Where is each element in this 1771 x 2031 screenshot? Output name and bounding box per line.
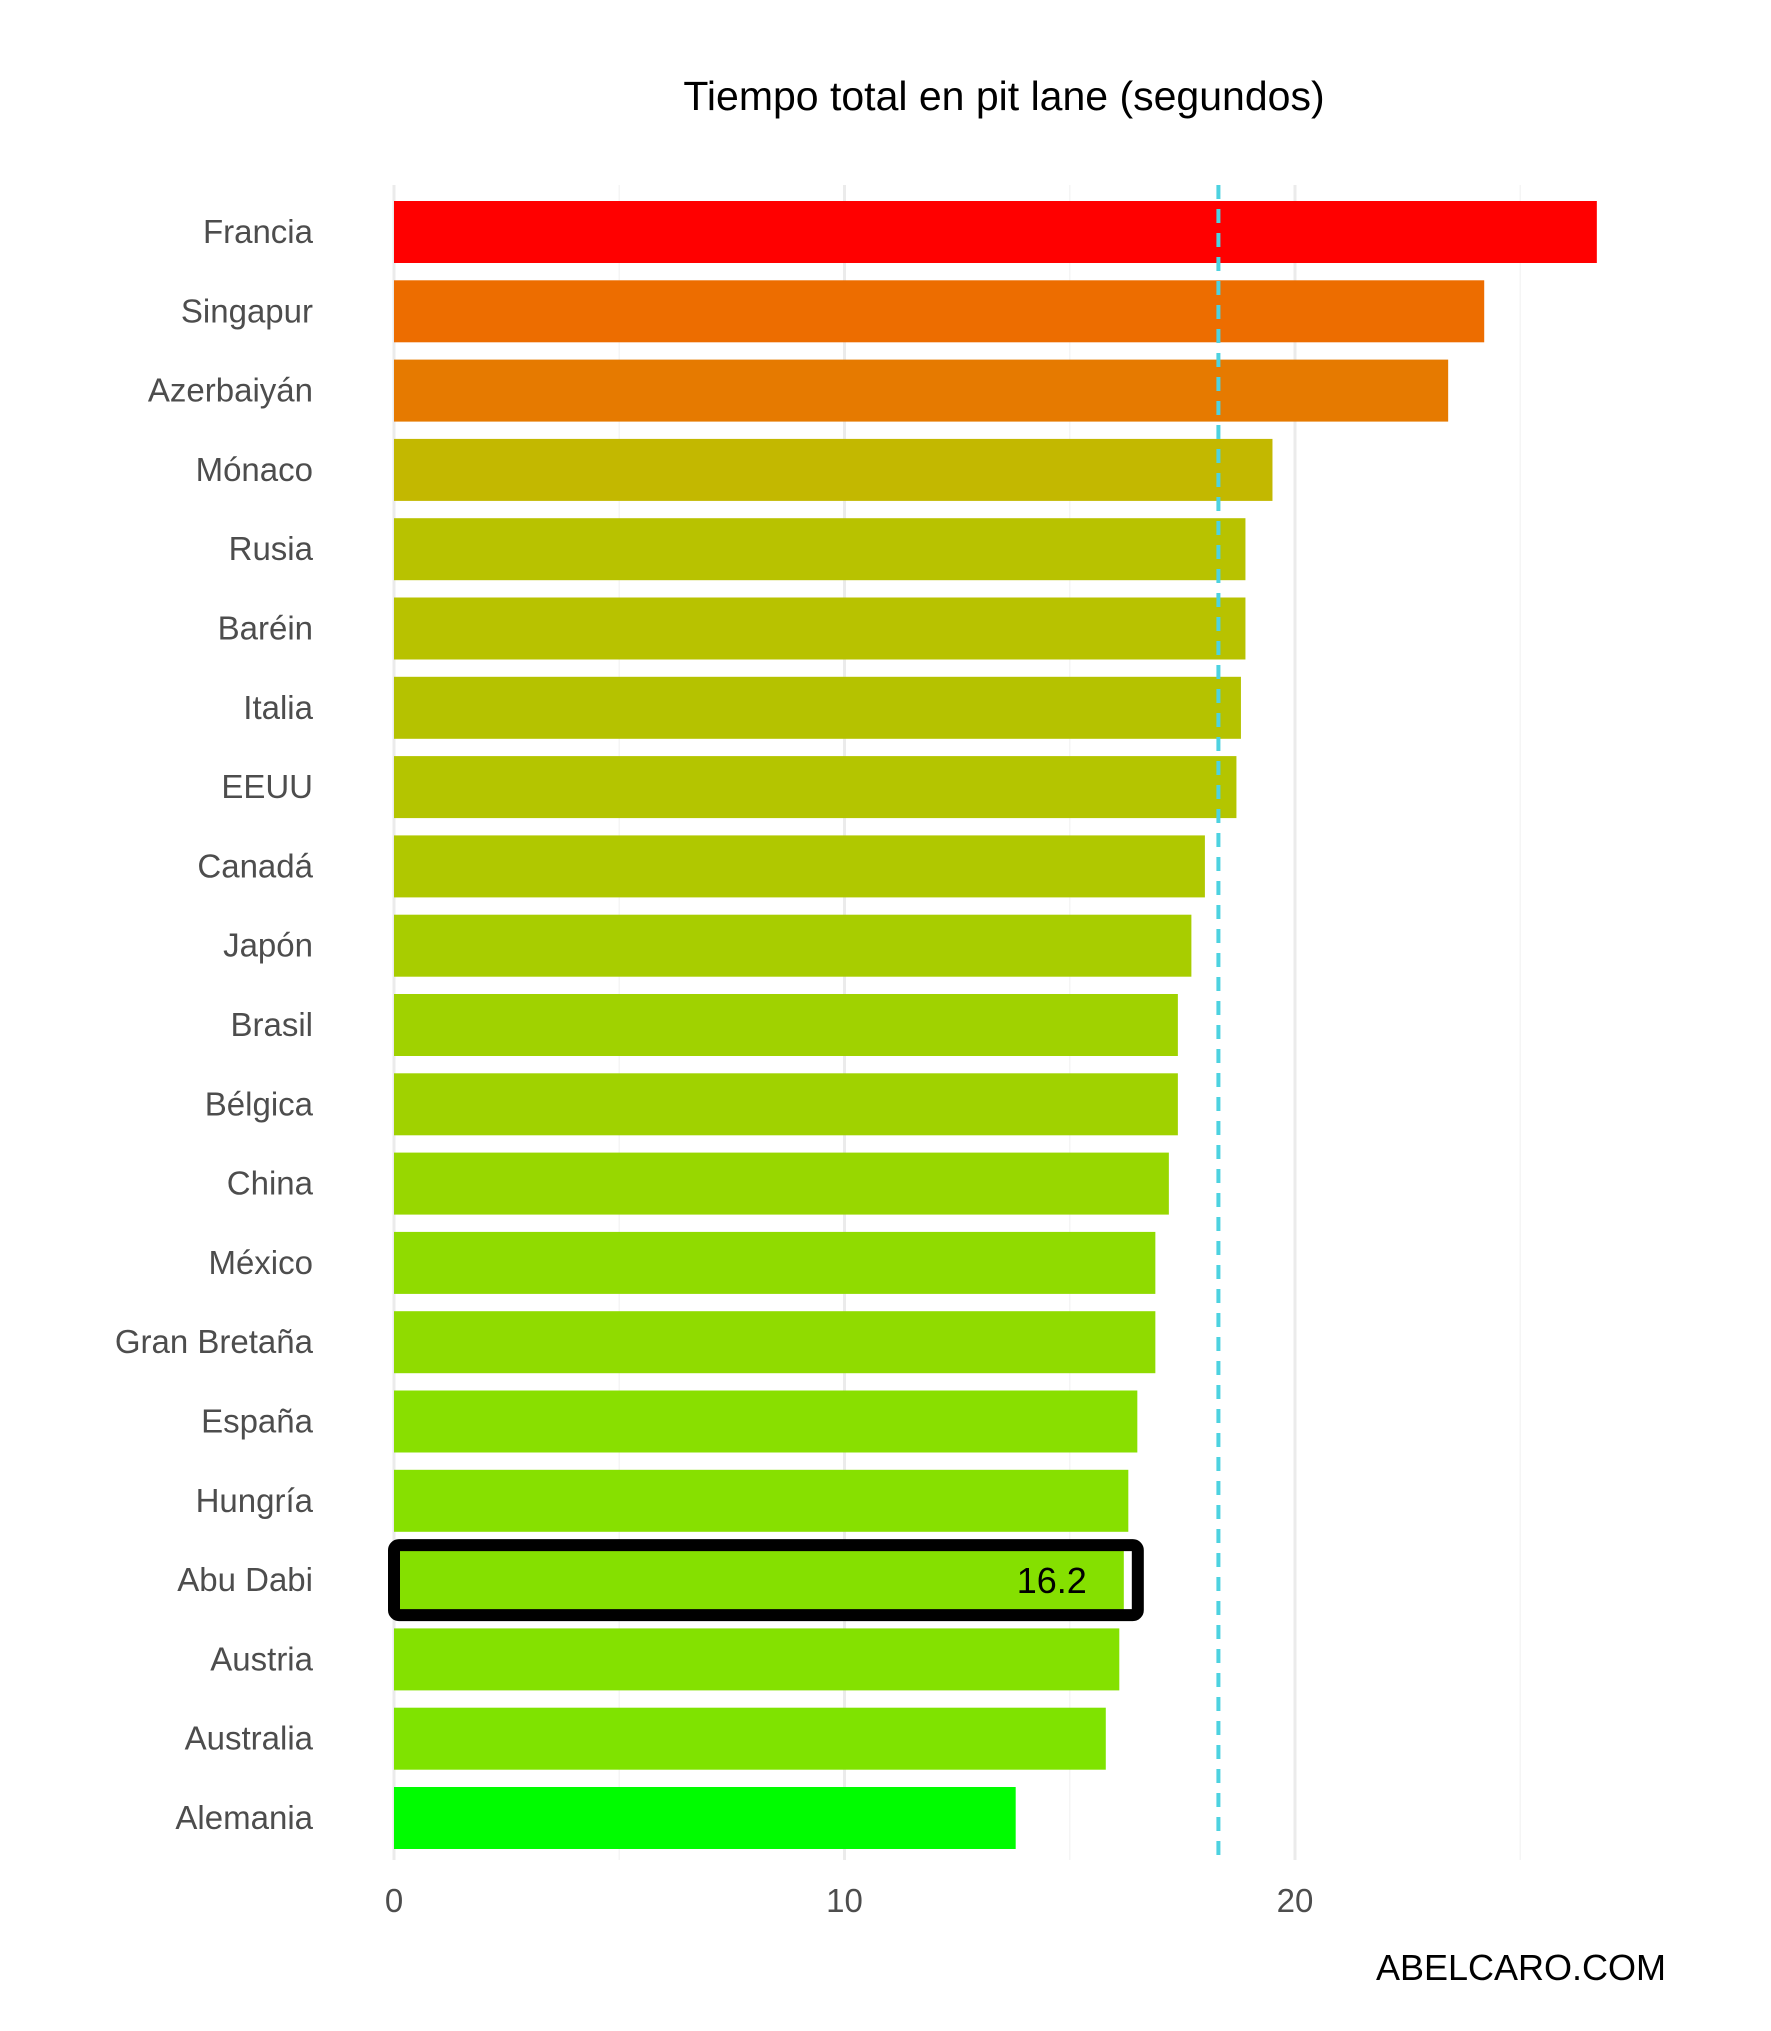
category-label-azerbaiyan: Azerbaiyán [148, 372, 313, 409]
bar-barein [394, 597, 1246, 660]
x-tick-label-20: 20 [1277, 1882, 1314, 1919]
bar-china [394, 1152, 1169, 1215]
category-labels: Francia Singapur Azerbaiyán Mónaco Rusia Baré… [115, 213, 314, 1836]
highlight-group: 16.2 [388, 1539, 1144, 1622]
category-label-mexico: México [208, 1244, 313, 1281]
bar-espana [394, 1390, 1138, 1453]
chart-title: Tiempo total en pit lane (segundos) [683, 73, 1324, 119]
bar-mexico [394, 1231, 1156, 1294]
category-label-brasil: Brasil [230, 1006, 313, 1043]
bar-abu-dabi [394, 1549, 1124, 1612]
category-label-china: China [227, 1165, 314, 1202]
category-label-hungria: Hungría [196, 1482, 314, 1519]
category-label-belgica: Bélgica [205, 1085, 314, 1122]
x-tick-label-10: 10 [826, 1882, 863, 1919]
bar-francia [394, 201, 1597, 263]
bar-azerbaiyan [394, 359, 1449, 422]
bar-rusia [394, 518, 1246, 581]
category-label-espana: España [201, 1403, 314, 1440]
bar-brasil [394, 994, 1178, 1056]
bar-alemania [394, 1787, 1016, 1849]
bar-eeuu [394, 756, 1237, 819]
category-label-australia: Australia [185, 1720, 314, 1757]
bar-hungria [394, 1469, 1129, 1532]
category-label-barein: Baréin [218, 610, 313, 647]
bar-italia [394, 676, 1241, 739]
category-label-alemania: Alemania [175, 1799, 313, 1836]
bar-japon [394, 914, 1192, 977]
bar-singapur [394, 280, 1485, 343]
category-label-francia: Francia [203, 213, 314, 250]
highlight-box [388, 1539, 1144, 1622]
bar-belgica [394, 1073, 1178, 1136]
category-label-singapur: Singapur [181, 292, 313, 329]
data-label-abu-dabi: 16.2 [1017, 1560, 1087, 1601]
category-label-gran-bretana: Gran Bretaña [115, 1323, 314, 1360]
bar-canada [394, 835, 1205, 898]
category-label-japon: Japón [223, 927, 313, 964]
category-label-austria: Austria [210, 1640, 313, 1677]
bars [394, 201, 1597, 1849]
category-label-abu-dabi: Abu Dabi [177, 1561, 313, 1598]
bar-australia [394, 1707, 1106, 1770]
bar-austria [394, 1628, 1120, 1691]
source-credit: ABELCARO.COM [1376, 1947, 1666, 1988]
category-label-italia: Italia [243, 689, 313, 726]
x-axis-tick-labels: 0 10 20 [385, 1882, 1314, 1919]
bar-gran-bretana [394, 1311, 1156, 1374]
category-label-eeuu: EEUU [221, 768, 313, 805]
x-tick-label-0: 0 [385, 1882, 403, 1919]
category-label-rusia: Rusia [229, 530, 314, 567]
category-label-monaco: Mónaco [196, 451, 313, 488]
category-label-canada: Canadá [197, 847, 313, 884]
bar-monaco [394, 438, 1273, 501]
